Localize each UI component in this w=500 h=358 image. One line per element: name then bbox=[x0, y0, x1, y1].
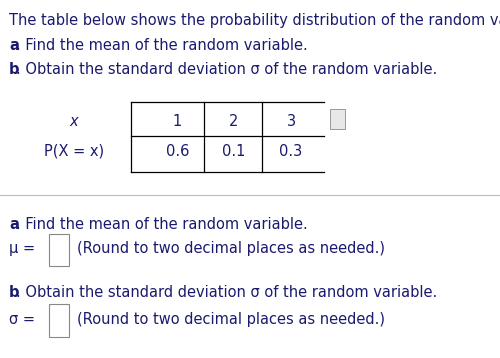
Text: a: a bbox=[9, 38, 19, 53]
Text: . Obtain the standard deviation σ of the random variable.: . Obtain the standard deviation σ of the… bbox=[16, 285, 437, 300]
Text: P(X = x): P(X = x) bbox=[44, 144, 104, 159]
Text: 0.6: 0.6 bbox=[166, 144, 189, 159]
Text: a: a bbox=[9, 217, 19, 232]
FancyBboxPatch shape bbox=[330, 109, 345, 129]
Text: x: x bbox=[70, 114, 78, 129]
Text: μ =: μ = bbox=[9, 241, 40, 256]
Text: 1: 1 bbox=[173, 114, 182, 129]
Text: (Round to two decimal places as needed.): (Round to two decimal places as needed.) bbox=[76, 312, 384, 327]
Text: (Round to two decimal places as needed.): (Round to two decimal places as needed.) bbox=[76, 241, 384, 256]
Text: b: b bbox=[9, 62, 20, 77]
Text: b: b bbox=[9, 285, 20, 300]
Text: 2: 2 bbox=[230, 114, 238, 129]
Text: . Find the mean of the random variable.: . Find the mean of the random variable. bbox=[16, 38, 308, 53]
Text: 0.1: 0.1 bbox=[222, 144, 246, 159]
Text: σ =: σ = bbox=[9, 312, 40, 327]
Text: The table below shows the probability distribution of the random variable X.: The table below shows the probability di… bbox=[9, 13, 500, 28]
FancyBboxPatch shape bbox=[49, 234, 69, 266]
Text: . Obtain the standard deviation σ of the random variable.: . Obtain the standard deviation σ of the… bbox=[16, 62, 437, 77]
Text: 3: 3 bbox=[286, 114, 296, 129]
Text: . Find the mean of the random variable.: . Find the mean of the random variable. bbox=[16, 217, 308, 232]
FancyBboxPatch shape bbox=[49, 304, 69, 337]
Text: 0.3: 0.3 bbox=[280, 144, 302, 159]
